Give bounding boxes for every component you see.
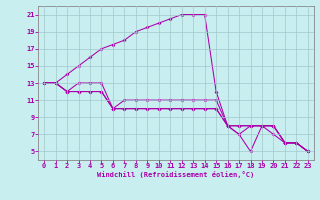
X-axis label: Windchill (Refroidissement éolien,°C): Windchill (Refroidissement éolien,°C) bbox=[97, 171, 255, 178]
